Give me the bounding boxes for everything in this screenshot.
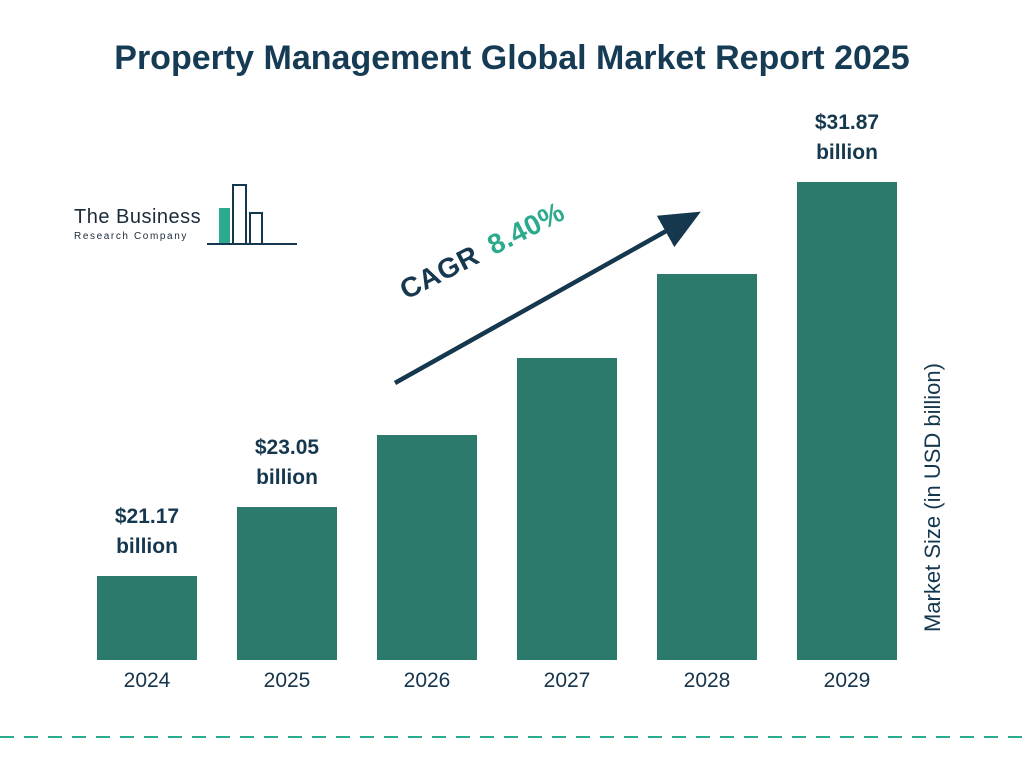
bar-column-2025: $23.05 billion 2025 <box>237 433 337 693</box>
bar-chart-logo-icon <box>207 184 298 245</box>
bar-2026 <box>377 435 477 660</box>
bar-value-unit: billion <box>256 466 318 489</box>
bar-2029 <box>797 182 897 660</box>
bar-value-amount: $21.17 <box>114 505 180 528</box>
bar-value-unit: billion <box>116 535 178 558</box>
bar-value-label-2025: $23.05 billion <box>255 433 319 493</box>
bar-2025 <box>237 507 337 660</box>
bar-column-2024: $21.17 billion 2024 <box>97 502 197 693</box>
page-title: Property Management Global Market Report… <box>114 39 910 77</box>
x-axis-label-2027: 2027 <box>543 669 591 692</box>
bar-column-2027: 2027 <box>517 358 617 693</box>
bottom-dashed-divider <box>0 736 1024 738</box>
bar-column-2028: 2028 <box>657 274 757 693</box>
bar-value-label-2024: $21.17 billion <box>115 502 179 562</box>
logo-company-name: The Business <box>74 206 202 228</box>
y-axis-label: Market Size (in USD billion) <box>920 363 945 632</box>
x-axis-label-2029: 2029 <box>823 669 871 692</box>
bar-value-label-2029: $31.87 billion <box>815 108 879 168</box>
x-axis-label-2028: 2028 <box>683 669 731 692</box>
bar-2028 <box>657 274 757 660</box>
bar-chart: $21.17 billion 2024 $23.05 billion 2025 2026 20… <box>97 53 897 693</box>
logo-text: The Business Research Company <box>74 206 201 248</box>
x-axis-label-2024: 2024 <box>123 669 171 692</box>
bar-value-amount: $31.87 <box>814 111 880 134</box>
bar-2027 <box>517 358 617 660</box>
bar-column-2029: $31.87 billion 2029 <box>797 108 897 693</box>
company-logo: The Business Research Company <box>74 182 299 248</box>
bar-value-unit: billion <box>816 141 878 164</box>
logo-company-subtitle: Research Company <box>74 231 188 242</box>
x-axis-label-2025: 2025 <box>263 669 311 692</box>
bar-value-amount: $23.05 <box>254 436 320 459</box>
x-axis-label-2026: 2026 <box>403 669 451 692</box>
bar-column-2026: 2026 <box>377 435 477 693</box>
bar-2024 <box>97 576 197 660</box>
